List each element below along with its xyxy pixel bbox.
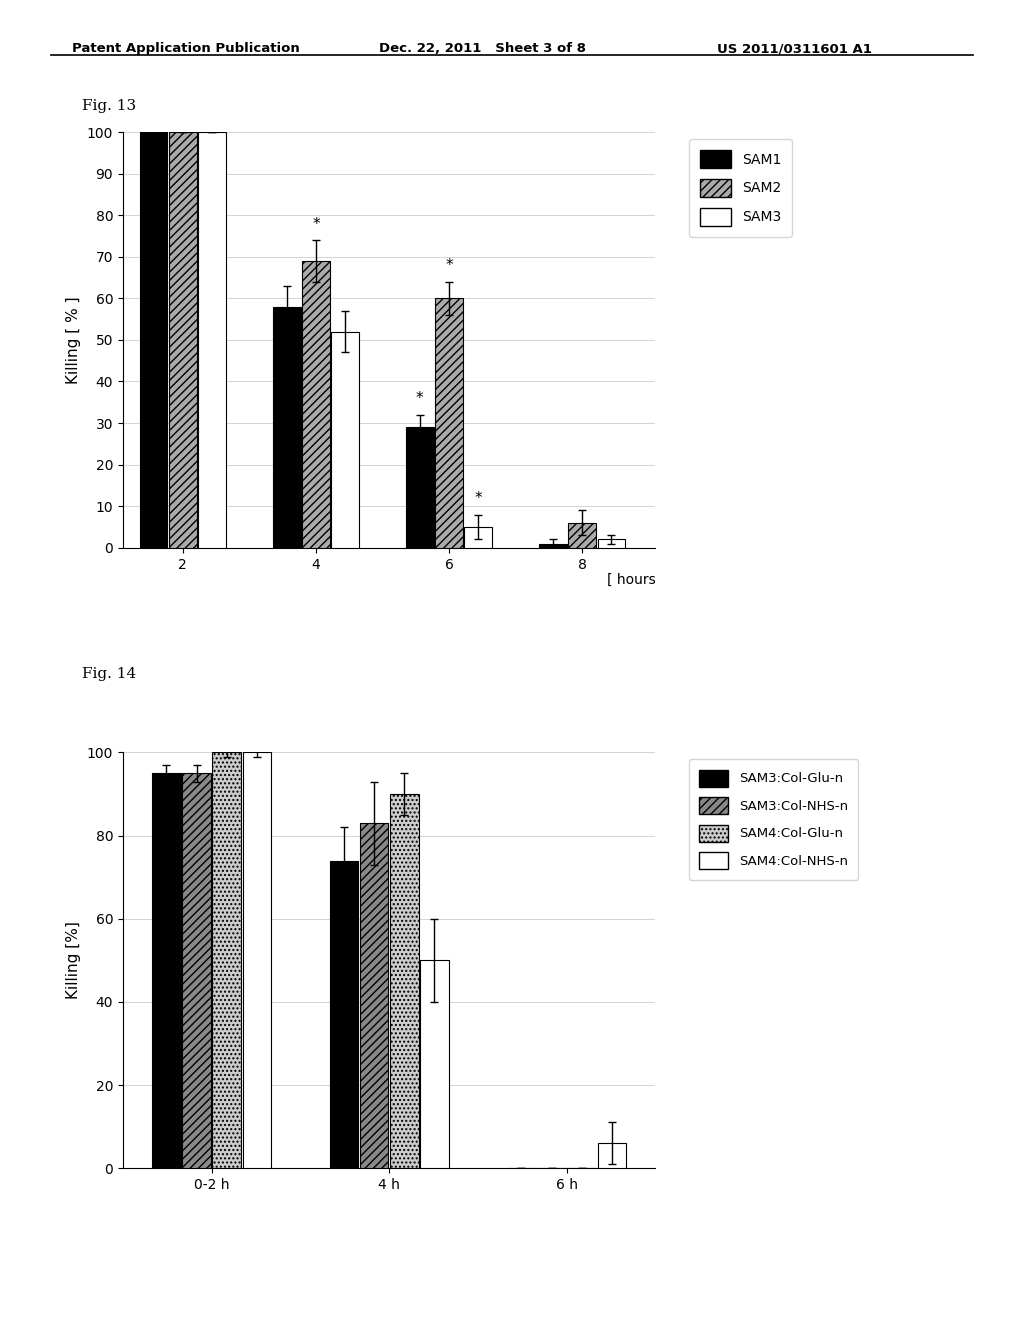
Bar	[139, 132, 167, 548]
Text: *: *	[445, 259, 453, 273]
Text: Fig. 14: Fig. 14	[82, 667, 136, 681]
Text: Patent Application Publication: Patent Application Publication	[72, 42, 299, 55]
Bar	[169, 132, 197, 548]
Legend: SAM1, SAM2, SAM3: SAM1, SAM2, SAM3	[689, 139, 793, 236]
Y-axis label: Killing [ % ]: Killing [ % ]	[67, 296, 81, 384]
Bar	[330, 861, 358, 1168]
Bar	[598, 540, 626, 548]
Bar	[302, 261, 330, 548]
Bar	[598, 1143, 627, 1168]
Bar	[435, 298, 463, 548]
Text: US 2011/0311601 A1: US 2011/0311601 A1	[717, 42, 871, 55]
Y-axis label: Killing [%]: Killing [%]	[67, 921, 81, 999]
Legend: SAM3:Col-Glu-n, SAM3:Col-NHS-n, SAM4:Col-Glu-n, SAM4:Col-NHS-n: SAM3:Col-Glu-n, SAM3:Col-NHS-n, SAM4:Col…	[688, 759, 858, 879]
Bar	[272, 306, 300, 548]
Text: *: *	[474, 491, 482, 507]
Bar	[182, 774, 211, 1168]
Text: Dec. 22, 2011   Sheet 3 of 8: Dec. 22, 2011 Sheet 3 of 8	[379, 42, 586, 55]
Bar	[212, 752, 241, 1168]
Bar	[332, 331, 359, 548]
Bar	[390, 795, 419, 1168]
Bar	[199, 132, 226, 548]
Text: Fig. 13: Fig. 13	[82, 99, 136, 114]
Bar	[465, 527, 493, 548]
Text: [ hours: [ hours	[606, 573, 655, 587]
Bar	[568, 523, 596, 548]
Text: *: *	[312, 216, 319, 232]
Bar	[539, 544, 566, 548]
Bar	[152, 774, 180, 1168]
Text: *: *	[416, 392, 424, 407]
Bar	[406, 428, 433, 548]
Bar	[359, 824, 388, 1168]
Bar	[420, 961, 449, 1168]
Bar	[243, 752, 271, 1168]
